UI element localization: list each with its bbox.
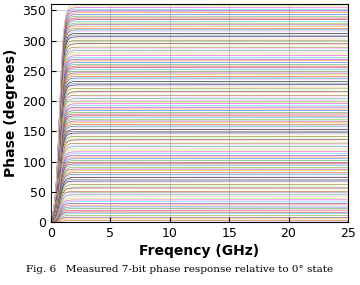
- Y-axis label: Phase (degrees): Phase (degrees): [4, 49, 18, 178]
- Text: Fig. 6   Measured 7-bit phase response relative to 0° state: Fig. 6 Measured 7-bit phase response rel…: [26, 264, 334, 274]
- X-axis label: Freqency (GHz): Freqency (GHz): [139, 244, 260, 258]
